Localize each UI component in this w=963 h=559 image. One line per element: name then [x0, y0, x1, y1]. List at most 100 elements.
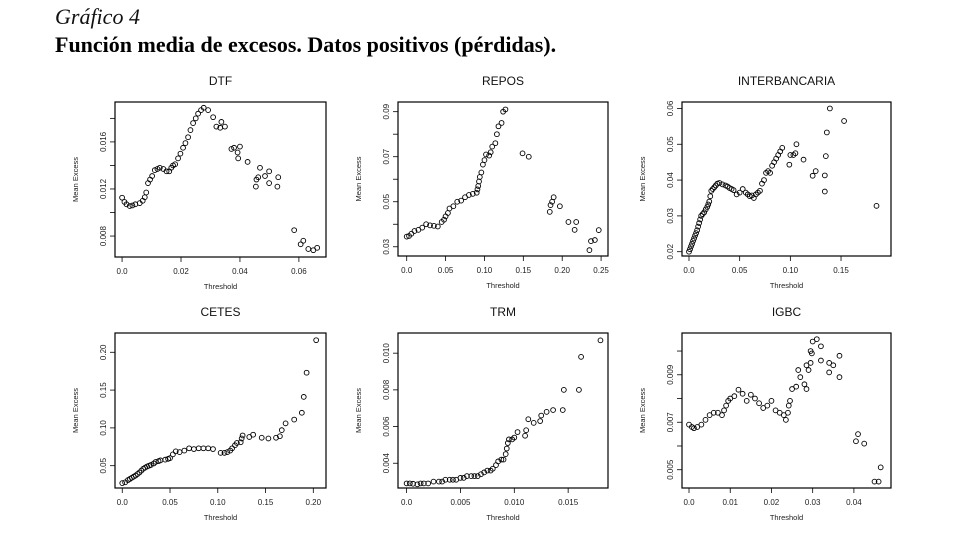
data-point: [792, 150, 799, 157]
data-point: [182, 140, 189, 146]
data-point: [821, 172, 828, 179]
data-point: [186, 445, 192, 452]
y-tick-label: 0.04: [666, 172, 675, 188]
data-point: [500, 456, 507, 463]
data-point: [474, 473, 481, 479]
x-axis-label: Threshold: [204, 513, 237, 522]
x-tick-label: 0.0: [117, 498, 129, 507]
data-point: [721, 407, 727, 414]
data-point: [827, 105, 833, 112]
data-point: [492, 140, 499, 147]
data-point: [187, 127, 194, 133]
data-point: [172, 161, 178, 168]
data-point: [277, 433, 283, 440]
data-point: [167, 455, 173, 461]
x-axis-label: Threshold: [770, 281, 803, 290]
data-point: [314, 244, 321, 251]
data-point: [576, 387, 582, 393]
y-tick-label: 0.016: [99, 131, 108, 152]
x-tick-label: 0.15: [258, 498, 274, 507]
x-tick-label: 0.02: [764, 498, 780, 507]
data-point: [495, 458, 502, 465]
data-point: [239, 432, 246, 439]
data-point: [431, 222, 437, 229]
y-axis-label: Mean Excess: [71, 388, 80, 433]
y-axis-label: Mean Excess: [354, 388, 363, 433]
data-point: [300, 394, 307, 400]
data-point: [691, 235, 697, 242]
data-point: [313, 337, 320, 344]
x-tick-label: 0.015: [558, 498, 579, 507]
data-point: [129, 202, 136, 209]
data-point: [419, 224, 426, 231]
data-point: [818, 343, 824, 350]
data-point: [414, 481, 421, 488]
data-point: [578, 353, 584, 360]
data-point: [696, 220, 702, 226]
x-tick-label: 0.05: [438, 266, 454, 275]
data-point: [495, 123, 502, 130]
x-tick-label: 0.20: [554, 266, 570, 275]
data-point: [836, 352, 843, 359]
data-point: [119, 194, 125, 201]
data-point: [807, 360, 814, 366]
panel-repos: REPOS 0.0 0.05 0.10 0.15 0.20 0.25 0.03 0.05 0.07…: [354, 74, 609, 290]
data-point: [231, 144, 237, 151]
data-point: [450, 476, 456, 483]
data-point: [793, 141, 800, 148]
data-point: [192, 115, 199, 122]
data-point: [822, 153, 829, 159]
data-point: [767, 170, 773, 176]
y-axis-label: Mean Excess: [354, 156, 363, 201]
x-tick-label: 0.10: [477, 266, 493, 275]
data-point: [861, 440, 868, 447]
y-axis-label: Mean Excess: [71, 157, 80, 202]
data-point: [434, 223, 441, 230]
data-point: [180, 144, 186, 151]
data-point: [809, 350, 815, 357]
data-point: [458, 197, 464, 204]
data-point: [586, 247, 593, 253]
data-point: [597, 337, 604, 344]
data-point: [217, 449, 224, 456]
data-point: [238, 435, 245, 442]
data-point: [736, 189, 743, 196]
x-tick-label: 0.05: [162, 498, 178, 507]
data-point: [699, 211, 706, 217]
data-point: [478, 169, 485, 176]
x-tick-label: 0.05: [732, 266, 748, 275]
panel-title: INTERBANCARIA: [738, 74, 835, 88]
data-point: [473, 189, 480, 196]
data-point: [423, 221, 429, 228]
data-point: [702, 417, 709, 423]
data-point: [595, 227, 602, 233]
data-point: [475, 183, 482, 189]
data-point: [195, 445, 202, 452]
data-point: [877, 464, 884, 471]
data-point: [793, 383, 800, 390]
data-point: [502, 106, 509, 113]
data-point: [262, 173, 268, 179]
figure-label: Gráfico 4: [55, 4, 140, 29]
data-point: [282, 420, 289, 427]
panel-dtf: DTF 0.0 0.02 0.04 0.06 0.008 0.012 0.016 Thresho…: [71, 74, 327, 291]
data-point: [538, 412, 545, 419]
data-point: [489, 143, 496, 150]
x-axis-label: Threshold: [486, 513, 519, 522]
y-tick-label: 0.02: [666, 243, 675, 259]
data-point: [797, 374, 804, 381]
x-tick-label: 0.15: [833, 266, 849, 275]
data-point: [871, 478, 878, 485]
data-point: [592, 237, 598, 243]
data-point: [826, 369, 833, 376]
y-tick-label: 0.05: [382, 193, 391, 209]
data-point: [403, 233, 410, 240]
data-point: [468, 473, 475, 479]
x-tick-label: 0.10: [783, 266, 799, 275]
data-point: [571, 227, 578, 233]
y-tick-label: 0.20: [99, 344, 108, 360]
data-point: [481, 469, 488, 476]
data-point: [457, 475, 464, 481]
data-point: [823, 129, 830, 136]
